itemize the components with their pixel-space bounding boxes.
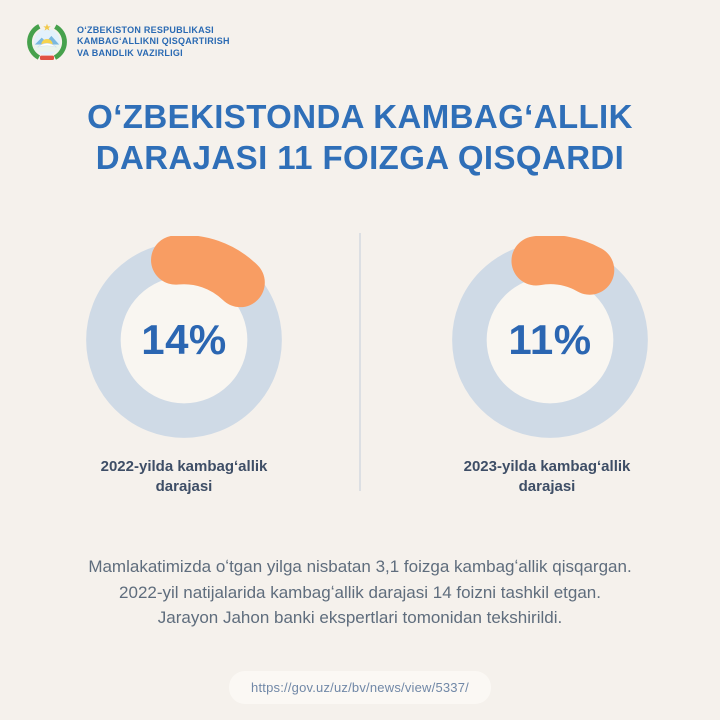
donut-chart-2022: 14%: [80, 236, 288, 444]
donut-chart-2023: 11%: [446, 236, 654, 444]
donut-hole: [486, 276, 614, 404]
vertical-divider: [359, 233, 361, 491]
donut-slice: [151, 236, 265, 308]
donut-svg-2023: [452, 236, 648, 438]
donut-hole: [120, 276, 248, 404]
donut-caption-2022: 2022-yilda kambagʻallik darajasi: [100, 458, 268, 495]
donut-slice: [511, 236, 615, 295]
donut-caption-2023: 2023-yilda kambagʻallik darajasi: [463, 458, 631, 495]
donut-value-2023: 11%: [508, 316, 592, 363]
donut-value-2022: 14%: [141, 316, 227, 363]
summary-paragraph: Mamlakatimizda oʻtgan yilga nisbatan 3,1…: [88, 557, 632, 627]
source-url-link[interactable]: https://gov.uz/uz/bv/news/view/5337/: [229, 671, 491, 704]
uzbekistan-state-emblem-icon: [27, 22, 67, 62]
header: OʻZBEKISTON RESPUBLIKASI KAMBAGʻALLIKNI …: [26, 21, 230, 63]
page-title: OʻZBEKISTONDA KAMBAGʻALLIK DARAJASI 11 F…: [87, 98, 633, 176]
org-name: OʻZBEKISTON RESPUBLIKASI KAMBAGʻALLIKNI …: [77, 24, 230, 58]
donut-svg-2022: [86, 236, 282, 438]
